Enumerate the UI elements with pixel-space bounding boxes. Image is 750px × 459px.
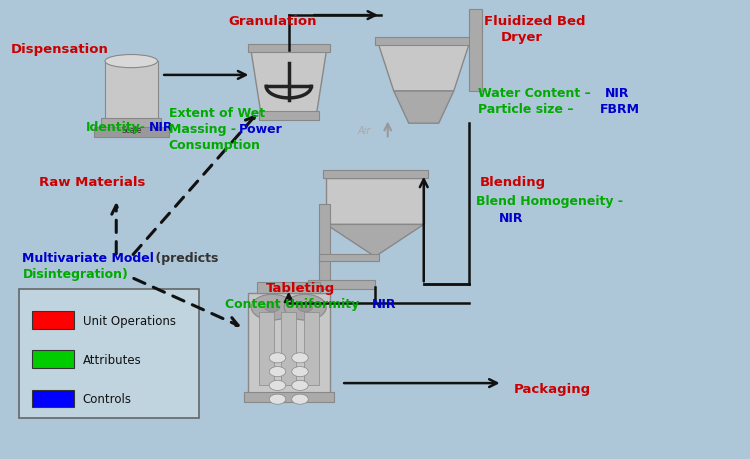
Bar	[319, 204, 330, 285]
Text: Unit Operations: Unit Operations	[82, 314, 176, 327]
Text: FBRM: FBRM	[600, 102, 640, 116]
Text: Fluidized Bed: Fluidized Bed	[484, 15, 585, 28]
Bar	[32, 312, 74, 329]
Polygon shape	[251, 53, 326, 112]
Bar	[375, 38, 472, 46]
Circle shape	[269, 381, 286, 391]
Bar	[322, 171, 428, 179]
Text: Massing -: Massing -	[169, 123, 240, 136]
Bar	[469, 10, 482, 92]
Text: Attributes: Attributes	[82, 353, 141, 366]
Circle shape	[292, 367, 308, 377]
Text: Extent of Wet: Extent of Wet	[169, 107, 265, 120]
Text: Dispensation: Dispensation	[11, 43, 110, 56]
Text: NIR: NIR	[604, 86, 629, 100]
Ellipse shape	[105, 115, 158, 128]
Circle shape	[298, 303, 313, 312]
Bar	[19, 289, 199, 418]
Circle shape	[269, 367, 286, 377]
Circle shape	[292, 353, 308, 363]
Bar	[326, 179, 424, 225]
Circle shape	[284, 295, 326, 320]
Bar	[105, 62, 158, 122]
Bar	[32, 351, 74, 368]
Bar	[94, 128, 169, 138]
Text: NIR: NIR	[499, 212, 523, 225]
Text: NIR: NIR	[148, 121, 173, 134]
Text: Tableting: Tableting	[266, 281, 335, 295]
Text: Particle size –: Particle size –	[478, 102, 578, 116]
Text: NIR: NIR	[372, 297, 397, 311]
Ellipse shape	[105, 56, 158, 68]
Circle shape	[269, 394, 286, 404]
Polygon shape	[326, 225, 424, 257]
Text: Content Uniformity: Content Uniformity	[225, 297, 364, 311]
Bar	[281, 312, 296, 386]
Bar	[259, 312, 274, 386]
Text: Consumption: Consumption	[169, 139, 261, 152]
Text: Granulation: Granulation	[229, 15, 317, 28]
Text: Blending: Blending	[480, 176, 546, 189]
Bar	[257, 282, 320, 294]
Text: Dryer: Dryer	[501, 31, 543, 45]
Text: Blend Homogeneity -: Blend Homogeneity -	[476, 194, 623, 207]
Bar	[248, 294, 330, 395]
Polygon shape	[379, 46, 469, 92]
Circle shape	[265, 303, 280, 312]
Text: Raw Materials: Raw Materials	[39, 176, 146, 189]
Circle shape	[292, 381, 308, 391]
Bar	[259, 112, 319, 121]
Text: Identity-: Identity-	[86, 121, 146, 134]
Bar	[244, 392, 334, 402]
Text: Packaging: Packaging	[514, 382, 591, 396]
Polygon shape	[394, 92, 454, 124]
Bar	[308, 280, 375, 289]
Text: Power: Power	[238, 123, 282, 136]
Bar	[304, 312, 319, 386]
Text: Water Content –: Water Content –	[478, 86, 596, 100]
Circle shape	[292, 394, 308, 404]
Text: Scale: Scale	[121, 125, 142, 134]
Text: Multivariate Model: Multivariate Model	[22, 252, 154, 265]
Text: Controls: Controls	[82, 392, 131, 405]
Bar	[319, 255, 379, 262]
Bar	[32, 390, 74, 407]
Text: (predicts: (predicts	[151, 252, 218, 265]
Bar	[101, 118, 161, 130]
Text: Disintegration): Disintegration)	[22, 268, 128, 281]
Bar	[248, 45, 330, 53]
Circle shape	[251, 295, 293, 320]
Text: Air: Air	[358, 126, 371, 136]
Circle shape	[269, 353, 286, 363]
